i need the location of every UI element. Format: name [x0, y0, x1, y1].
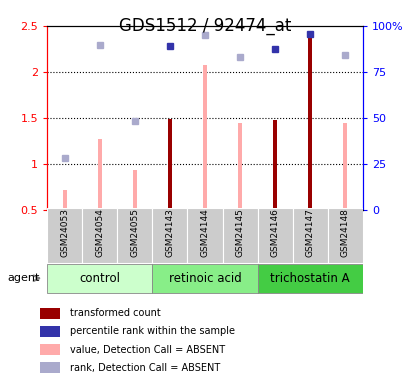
Bar	[167, 119, 172, 210]
Text: control: control	[79, 272, 120, 285]
Text: trichostatin A: trichostatin A	[270, 272, 349, 285]
Text: retinoic acid: retinoic acid	[168, 272, 241, 285]
Text: GSM24146: GSM24146	[270, 208, 279, 257]
Bar	[117, 208, 152, 262]
Bar	[40, 308, 61, 319]
Bar	[97, 139, 101, 210]
Bar	[63, 190, 67, 210]
Bar	[40, 362, 61, 373]
Bar	[237, 123, 242, 210]
Text: GSM24054: GSM24054	[95, 208, 104, 257]
Text: percentile rank within the sample: percentile rank within the sample	[70, 327, 234, 336]
Bar	[202, 65, 207, 210]
Bar	[257, 208, 292, 262]
Text: GDS1512 / 92474_at: GDS1512 / 92474_at	[119, 17, 290, 35]
Bar	[152, 208, 187, 262]
Bar	[40, 344, 61, 355]
Text: GSM24147: GSM24147	[305, 208, 314, 257]
Text: GSM24145: GSM24145	[235, 208, 244, 257]
Text: GSM24144: GSM24144	[200, 208, 209, 257]
Bar	[187, 208, 222, 262]
Bar	[40, 326, 61, 337]
Text: agent: agent	[7, 273, 40, 283]
Bar	[152, 264, 257, 293]
Text: GSM24053: GSM24053	[60, 208, 69, 257]
Bar	[82, 208, 117, 262]
Text: value, Detection Call = ABSENT: value, Detection Call = ABSENT	[70, 345, 224, 354]
Text: transformed count: transformed count	[70, 309, 160, 318]
Text: GSM24143: GSM24143	[165, 208, 174, 257]
Bar	[292, 208, 327, 262]
Bar	[47, 264, 152, 293]
Bar	[272, 120, 276, 210]
Bar	[308, 32, 312, 210]
Text: rank, Detection Call = ABSENT: rank, Detection Call = ABSENT	[70, 363, 219, 372]
Bar	[257, 264, 362, 293]
Text: GSM24148: GSM24148	[340, 208, 349, 257]
Text: GSM24055: GSM24055	[130, 208, 139, 257]
Bar	[47, 208, 82, 262]
Bar	[342, 123, 346, 210]
Bar	[222, 208, 257, 262]
Bar	[327, 208, 362, 262]
Bar	[133, 171, 137, 210]
